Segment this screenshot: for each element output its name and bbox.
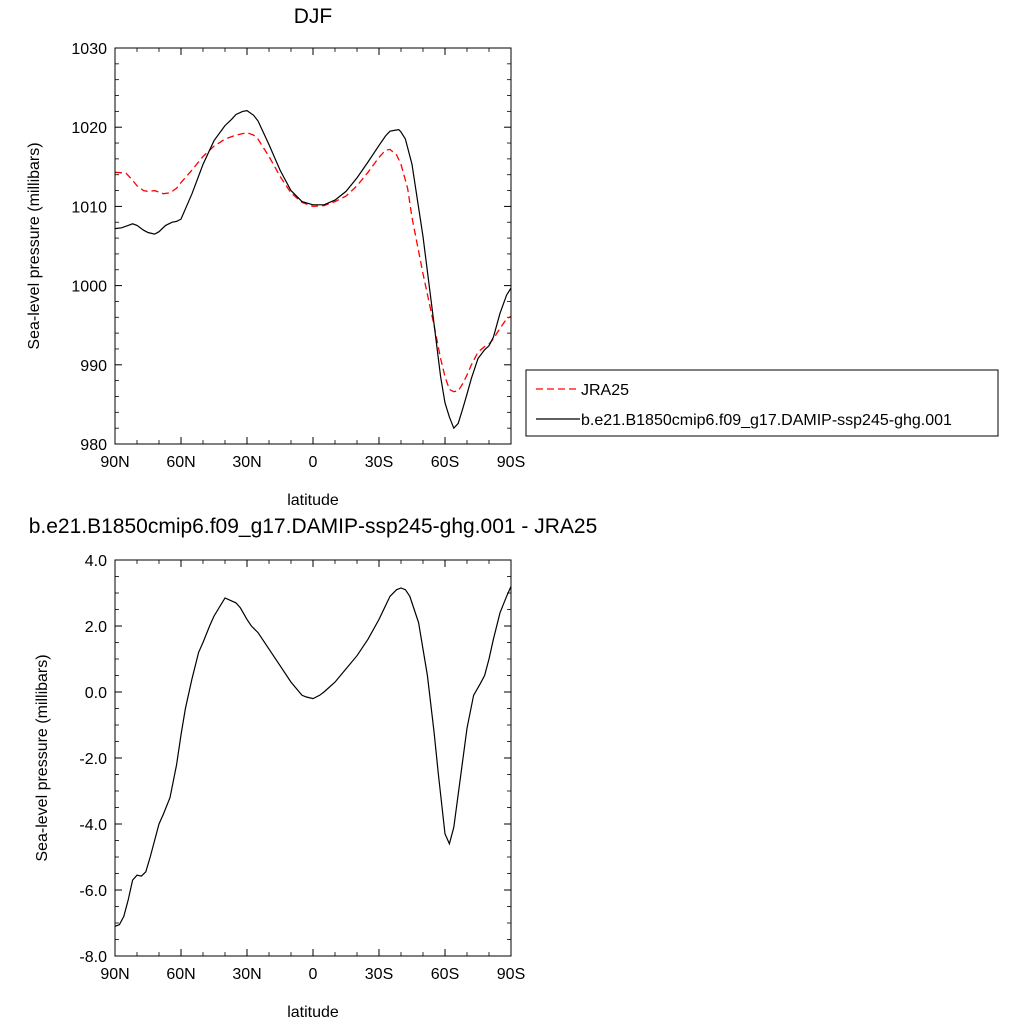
top-plot-frame [114, 47, 512, 445]
difference-series-line [114, 586, 512, 927]
top-title: DJF [294, 5, 333, 28]
bottom-y-tick-label: -6.0 [79, 883, 107, 900]
bottom-y-tick-label: 0.0 [85, 685, 107, 702]
top-panel: DJF 980 990 1000 1010 1020 1030 90N 60N … [26, 5, 999, 509]
bottom-x-tick-label: 30S [365, 966, 393, 983]
bottom-x-tick-label: 30N [232, 966, 261, 983]
top-x-tick-label: 0 [309, 454, 318, 471]
legend-box [525, 369, 999, 437]
bottom-x-tick-label: 60S [431, 966, 459, 983]
bottom-x-tick-labels: 90N 60N 30N 0 30S 60S 90S [100, 966, 525, 983]
top-y-tick-label: 980 [80, 437, 107, 454]
top-x-tick-label: 30S [365, 454, 393, 471]
bottom-y-tick-label: -2.0 [79, 751, 107, 768]
top-x-tick-label: 60S [431, 454, 459, 471]
bottom-y-tick-label: -8.0 [79, 949, 107, 966]
top-x-axis-label: latitude [287, 492, 339, 509]
top-x-tick-label: 30N [232, 454, 261, 471]
top-x-tick-label: 90S [497, 454, 525, 471]
bottom-title: b.e21.B1850cmip6.f09_g17.DAMIP-ssp245-gh… [29, 515, 598, 538]
top-minor-ticks [115, 48, 511, 444]
top-y-tick-label: 1000 [71, 279, 107, 296]
bottom-major-ticks [114, 559, 512, 957]
top-x-tick-label: 90N [100, 454, 129, 471]
legend-label-model: b.e21.B1850cmip6.f09_g17.DAMIP-ssp245-gh… [581, 412, 952, 429]
bottom-y-tick-label: 2.0 [85, 619, 107, 636]
top-y-tick-label: 1020 [71, 120, 107, 137]
bottom-panel: b.e21.B1850cmip6.f09_g17.DAMIP-ssp245-gh… [29, 515, 598, 1021]
bottom-x-tick-label: 90N [100, 966, 129, 983]
top-y-tick-label: 1030 [71, 41, 107, 58]
bottom-y-tick-label: 4.0 [85, 553, 107, 570]
bottom-y-tick-label: -4.0 [79, 817, 107, 834]
top-y-axis-label: Sea-level pressure (millibars) [26, 142, 43, 349]
bottom-plot-frame [114, 559, 512, 957]
top-y-tick-label: 990 [80, 358, 107, 375]
legend-label-jra25: JRA25 [581, 382, 629, 399]
top-y-tick-labels: 980 990 1000 1010 1020 1030 [71, 41, 107, 454]
legend: JRA25 b.e21.B1850cmip6.f09_g17.DAMIP-ssp… [525, 369, 999, 437]
bottom-x-tick-label: 0 [309, 966, 318, 983]
bottom-y-axis-label: Sea-level pressure (millibars) [34, 654, 51, 861]
model-series-line [114, 109, 512, 430]
jra25-series-line [114, 132, 512, 393]
bottom-x-tick-label: 90S [497, 966, 525, 983]
bottom-x-tick-label: 60N [166, 966, 195, 983]
bottom-minor-ticks [115, 560, 511, 956]
top-major-ticks [114, 47, 512, 445]
bottom-y-tick-labels: -8.0 -6.0 -4.0 -2.0 0.0 2.0 4.0 [79, 553, 107, 966]
top-y-tick-label: 1010 [71, 199, 107, 216]
top-x-tick-labels: 90N 60N 30N 0 30S 60S 90S [100, 454, 525, 471]
top-x-tick-label: 60N [166, 454, 195, 471]
bottom-x-axis-label: latitude [287, 1004, 339, 1021]
